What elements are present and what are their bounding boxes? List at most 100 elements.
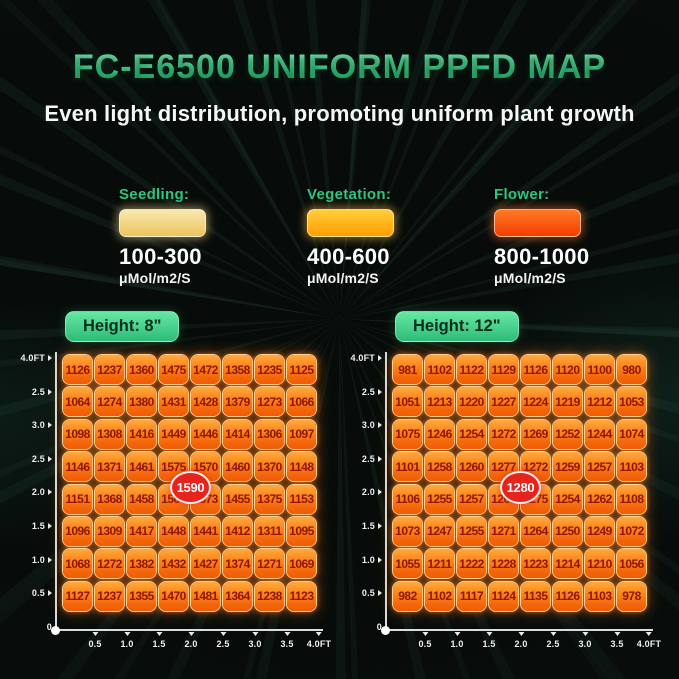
ppfd-cell: 1238 [255,581,284,611]
ppfd-cell: 1148 [287,452,316,482]
legend-unit: μMol/m2/S [307,270,379,286]
axis-origin-dot [381,626,390,635]
ppfd-cell: 1416 [127,419,156,449]
ppfd-cell: 1358 [223,355,252,384]
ppfd-cell: 1210 [585,549,614,579]
ppfd-map-8in: Height: 8" 4.0FT 2.5 3.0 2.5 2.0 1.5 1.0 0.5 0 0… [20,305,352,665]
ppfd-cell: 1255 [457,516,486,546]
ppfd-cell: 1122 [457,355,486,384]
axis-tick-icon [92,632,98,636]
legend-label: Vegetation: [307,186,392,203]
axis-tick-icon [48,590,52,597]
y-axis-label: 0 [376,621,382,632]
ppfd-cell: 1368 [95,484,124,514]
axis-tick-icon [582,632,588,636]
y-axis-label: 3.0 [350,420,382,430]
ppfd-cell: 1254 [457,419,486,449]
axis-tick-icon [378,556,382,563]
axis-tick-icon [284,632,290,636]
ppfd-cell: 1262 [585,484,614,514]
y-axis-label: 2.5 [350,387,382,397]
ppfd-cell: 1460 [223,452,252,482]
y-axis-label: 0 [46,621,52,632]
ppfd-cell: 1382 [127,549,156,579]
ppfd-cell: 1472 [191,355,220,384]
ppfd-map-12in: Height: 12" 4.0FT 2.5 3.0 2.5 2.0 1.5 1.0 0.5 0 … [350,305,679,665]
ppfd-cell: 1224 [521,387,550,417]
ppfd-cell: 1097 [287,419,316,449]
ppfd-cell: 1106 [393,484,422,514]
ppfd-cell: 1247 [425,516,454,546]
ppfd-cell: 1064 [63,387,92,417]
ppfd-cell: 1103 [585,581,614,611]
legend-range: 400-600 [307,244,390,269]
ppfd-cell: 1100 [585,355,614,384]
ppfd-cell: 1417 [127,516,156,546]
ppfd-cell: 1360 [127,355,156,384]
ppfd-cell: 1244 [585,419,614,449]
ppfd-cell: 1258 [425,452,454,482]
ppfd-cell: 1222 [457,549,486,579]
page-title: FC-E6500 UNIFORM PPFD MAP [0,48,679,87]
axis-tick-icon [220,632,226,636]
ppfd-cell: 1146 [63,452,92,482]
y-axis-label: 2.5 [20,387,52,397]
ppfd-cell: 1252 [553,419,582,449]
ppfd-cell: 1072 [617,516,646,546]
ppfd-cell: 1257 [457,484,486,514]
ppfd-cell: 1371 [95,452,124,482]
y-axis-label: 2.5 [20,454,52,464]
axis-tick-icon [378,422,382,429]
ppfd-cell: 1223 [521,549,550,579]
ppfd-cell: 1120 [553,355,582,384]
ppfd-cell: 1228 [489,549,518,579]
ppfd-cell: 1096 [63,516,92,546]
y-axis-label: 2.0 [350,487,382,497]
ppfd-cell: 1129 [489,355,518,384]
ppfd-cell: 1431 [159,387,188,417]
axis-tick-icon [48,355,52,361]
height-badge: Height: 12" [395,311,519,342]
ppfd-cell: 1364 [223,581,252,611]
ppfd-cell: 1271 [489,516,518,546]
ppfd-cell: 1127 [63,581,92,611]
axis-tick-icon [315,632,322,636]
ppfd-cell: 978 [617,581,646,611]
axis-tick-icon [378,523,382,529]
y-axis-line [55,352,57,631]
ppfd-cell: 1123 [287,581,316,611]
axis-tick-icon [378,355,382,361]
ppfd-cell: 1311 [255,516,284,546]
axis-tick-icon [48,523,52,529]
ppfd-cell: 1446 [191,419,220,449]
y-axis-label: 2.0 [20,487,52,497]
ppfd-cell: 1055 [393,549,422,579]
x-axis-label: 0.5 [418,632,431,649]
ppfd-cell: 1481 [191,581,220,611]
legend-range: 800-1000 [494,244,590,269]
y-axis-label: 1.0 [350,555,382,565]
ppfd-cell: 1254 [553,484,582,514]
ppfd-cell: 1126 [553,581,582,611]
ppfd-cell: 1237 [95,355,124,384]
ppfd-cell: 1427 [191,549,220,579]
legend-unit: μMol/m2/S [494,270,566,286]
ppfd-cell: 1053 [617,387,646,417]
axis-tick-icon [518,632,524,636]
axis-tick-icon [378,388,382,395]
ppfd-cell: 1073 [393,516,422,546]
ppfd-cell: 1153 [287,484,316,514]
ppfd-cell: 1124 [489,581,518,611]
axis-tick-icon [614,632,620,636]
x-axis-label: 2.0 [514,632,527,649]
ppfd-cell: 1414 [223,419,252,449]
legend-range: 100-300 [119,244,202,269]
ppfd-cell: 1306 [255,419,284,449]
ppfd-cell: 1068 [63,549,92,579]
ppfd-cell: 1125 [287,355,316,384]
peak-value-badge: 1280 [500,471,541,504]
y-axis-label: 3.0 [20,420,52,430]
axis-tick-icon [48,455,52,462]
ppfd-cell: 1213 [425,387,454,417]
